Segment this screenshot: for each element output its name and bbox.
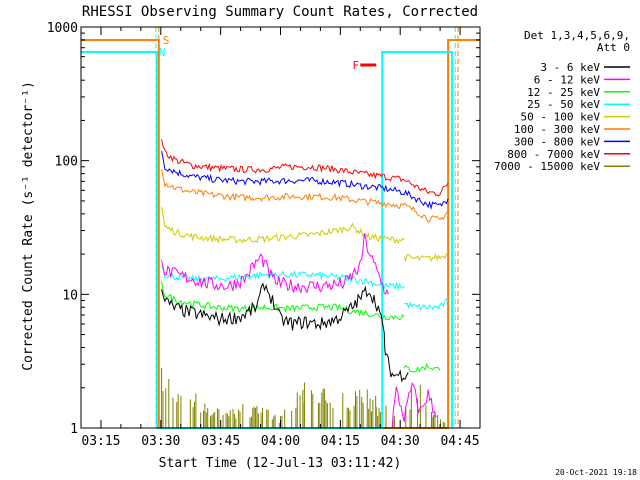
x-tick-label: 03:15 — [81, 434, 120, 449]
series-6-12kev-segment-2 — [391, 381, 437, 428]
x-tick-label: 03:45 — [201, 434, 240, 449]
legend-label-3-6kev: 3 - 6 keV — [540, 61, 600, 74]
x-tick-label: 03:30 — [141, 434, 180, 449]
y-tick-label: 100 — [55, 155, 78, 170]
legend-header-line2: Att 0 — [597, 41, 630, 54]
series-50-100kev-segment-2 — [403, 252, 449, 263]
series-12-25kev-segment-2 — [403, 362, 441, 373]
y-axis-label: Corrected Count Rate (s⁻¹ detector⁻¹) — [21, 81, 36, 371]
timestamp: 20-Oct-2021 19:18 — [555, 468, 637, 477]
series-300-800kev-segment-1 — [161, 151, 449, 210]
legend-label-12-25kev: 12 - 25 keV — [527, 86, 600, 99]
y-tick-label: 10 — [62, 288, 78, 303]
flag-label-s: S — [163, 34, 170, 47]
legend-label-6-12kev: 6 - 12 keV — [534, 73, 601, 86]
series-100-300kev-segment-1 — [161, 169, 449, 223]
series-3-6kev-segment-2 — [385, 353, 409, 383]
series-800-7000kev-segment-1 — [161, 139, 449, 197]
y-tick-label: 1 — [70, 422, 78, 437]
x-tick-label: 04:30 — [381, 434, 420, 449]
legend-label-7000-15000kev: 7000 - 15000 keV — [494, 160, 600, 173]
x-tick-label: 04:00 — [261, 434, 300, 449]
series-12-25kev-segment-1 — [161, 281, 405, 321]
legend-label-300-800kev: 300 - 800 keV — [514, 135, 600, 148]
x-tick-label: 04:15 — [321, 434, 360, 449]
flag-label-f: F — [352, 59, 359, 72]
series-25-50kev-segment-1 — [161, 266, 405, 291]
legend-header-line1: Det 1,3,4,5,6,9, — [524, 29, 630, 42]
series-7000-15000kev-segment-1 — [161, 367, 446, 428]
series-6-12kev-segment-1 — [161, 233, 389, 295]
x-tick-label: 04:45 — [440, 434, 479, 449]
legend-label-100-300kev: 100 - 300 keV — [514, 123, 600, 136]
series-3-6kev-segment-1 — [161, 282, 386, 356]
series-25-50kev-segment-2 — [403, 298, 449, 311]
chart-title: RHESSI Observing Summary Count Rates, Co… — [82, 4, 478, 20]
y-tick-label: 1000 — [47, 21, 78, 36]
legend-label-800-7000kev: 800 - 7000 keV — [507, 148, 600, 161]
legend-label-25-50kev: 25 - 50 keV — [527, 98, 600, 111]
axes: 1 10 100 1000 03:15 03:30 03:45 04:00 04:15 04:30… — [47, 21, 481, 449]
legend-label-50-100kev: 50 - 100 keV — [521, 111, 601, 124]
flag-label-n: N — [159, 46, 166, 59]
x-axis-label: Start Time (12-Jul-13 03:11:42) — [159, 456, 402, 471]
